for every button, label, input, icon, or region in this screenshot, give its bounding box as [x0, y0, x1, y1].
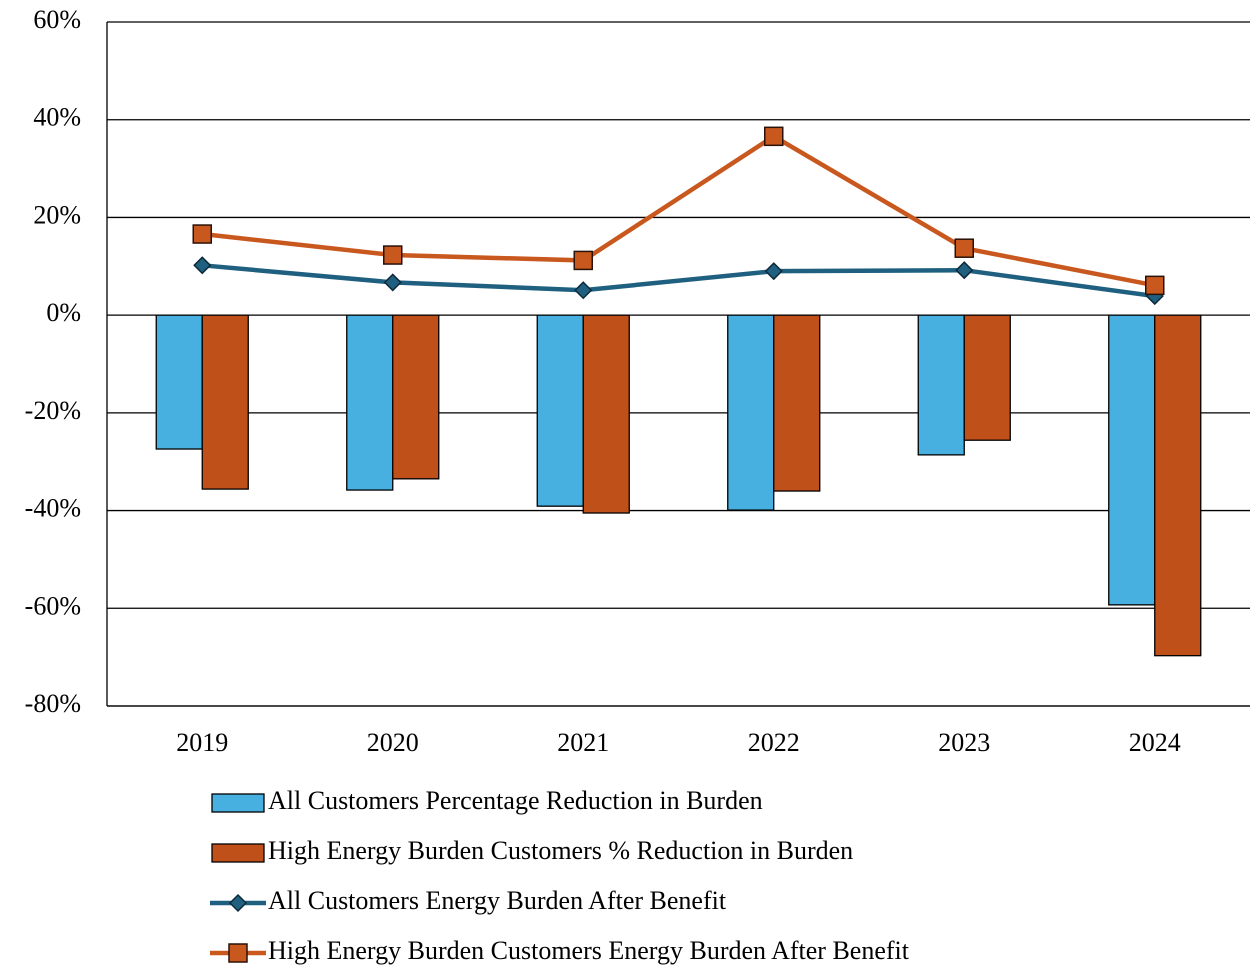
marker-square — [573, 250, 593, 271]
x-tick-label: 2022 — [748, 728, 800, 757]
marker-square — [764, 126, 784, 147]
legend-label: High Energy Burden Customers Energy Burd… — [268, 936, 910, 965]
x-tick-label: 2024 — [1129, 728, 1181, 757]
legend-label: High Energy Burden Customers % Reduction… — [268, 836, 853, 865]
line — [202, 263, 1156, 299]
y-tick-label: -60% — [25, 591, 81, 620]
bar — [773, 314, 821, 492]
y-tick-label: 0% — [46, 298, 81, 327]
marker-square — [954, 238, 974, 258]
legend-label: All Customers Percentage Reduction in Bu… — [268, 786, 763, 815]
bar — [1108, 314, 1156, 606]
x-tick-label: 2020 — [367, 728, 419, 757]
bar — [1154, 314, 1202, 657]
bar — [963, 314, 1011, 441]
bar — [727, 314, 775, 511]
bar — [536, 314, 584, 507]
x-tick-label: 2019 — [176, 728, 228, 757]
legend-swatch — [211, 793, 265, 813]
bar — [917, 314, 965, 456]
y-tick-label: 60% — [33, 5, 81, 34]
legend-swatch — [211, 843, 265, 863]
legend-marker — [228, 943, 248, 963]
legend-marker — [228, 893, 248, 913]
marker-diamond — [955, 261, 974, 280]
bar — [155, 314, 203, 450]
bar — [582, 314, 630, 514]
x-tick-label: 2023 — [938, 728, 990, 757]
y-tick-label: 20% — [33, 200, 81, 229]
legend-label: All Customers Energy Burden After Benefi… — [268, 886, 727, 915]
marker-diamond — [764, 262, 783, 281]
marker-square — [1145, 275, 1165, 296]
x-tick-label: 2021 — [557, 728, 609, 757]
marker-diamond — [383, 273, 402, 292]
marker-diamond — [193, 256, 212, 275]
bar — [201, 314, 249, 490]
bar — [346, 314, 394, 491]
y-tick-label: -20% — [25, 396, 81, 425]
marker-square — [383, 245, 403, 265]
y-tick-label: -40% — [25, 494, 81, 523]
bar — [392, 314, 440, 480]
y-tick-label: -80% — [25, 689, 81, 718]
line — [202, 133, 1156, 288]
marker-square — [192, 224, 212, 244]
y-tick-label: 40% — [33, 103, 81, 132]
marker-diamond — [574, 281, 593, 300]
